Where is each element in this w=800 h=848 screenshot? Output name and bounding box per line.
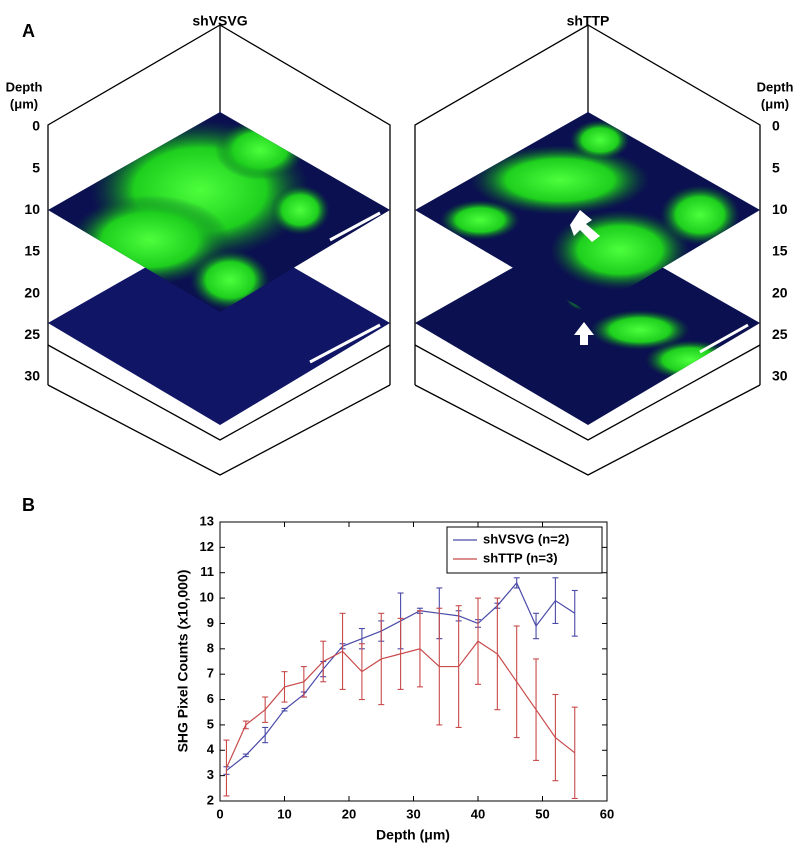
x-tick-label: 50 [535, 806, 549, 821]
error-bar [339, 612, 346, 690]
depth-tick-label: 15 [772, 243, 788, 259]
error-bar [378, 612, 385, 706]
y-tick-label: 11 [200, 564, 214, 579]
y-tick-label: 13 [200, 513, 214, 528]
error-bar [262, 726, 269, 744]
x-tick-label: 10 [277, 806, 291, 821]
y-axis-label: SHG Pixel Counts (x10,000) [175, 570, 191, 753]
y-tick-label: 7 [207, 666, 214, 681]
error-bar [262, 696, 269, 723]
error-bar [571, 589, 578, 637]
y-tick-label: 9 [207, 615, 214, 630]
error-bar [281, 671, 288, 703]
depth-label: (μm) [10, 96, 38, 111]
depth-tick-label: 0 [32, 118, 40, 134]
depth-tick-label: 30 [772, 368, 788, 384]
panel-title: shTTP [567, 13, 610, 29]
image-slice [48, 112, 390, 312]
chart: B Depth (μm) SHG Pixel Counts (x10,000) … [22, 495, 614, 843]
x-tick-label: 40 [471, 806, 485, 821]
x-axis-label: Depth (μm) [376, 827, 450, 843]
error-bar [242, 720, 249, 730]
error-bar [475, 597, 481, 685]
error-bar [571, 706, 578, 800]
error-bar [533, 658, 540, 761]
depth-tick-label: 0 [772, 118, 780, 134]
error-bar [552, 577, 559, 625]
y-tick-label: 8 [207, 640, 214, 655]
depth-label: Depth [6, 79, 43, 94]
depth-tick-label: 5 [32, 159, 40, 175]
depth-label: Depth [757, 79, 794, 94]
error-bar [416, 610, 423, 688]
error-bar [397, 617, 404, 690]
depth-tick-label: 5 [772, 159, 780, 175]
depth-tick-label: 15 [24, 243, 40, 259]
y-tick-label: 2 [207, 792, 214, 807]
legend-label: shTTP (n=3) [483, 550, 558, 565]
error-bar [494, 597, 501, 711]
error-bar [513, 625, 520, 739]
depth-axis: 0 0 5 5 10 10 15 15 20 20 25 25 30 30 [24, 118, 787, 384]
depth-tick-label: 20 [24, 284, 40, 300]
depth-tick-label: 25 [24, 326, 40, 342]
depth-tick-label: 30 [24, 368, 40, 384]
panel-title: shVSVG [192, 13, 247, 29]
depth-tick-label: 10 [772, 201, 788, 217]
error-bar [320, 640, 327, 683]
error-bar [455, 605, 462, 728]
y-tick-label: 10 [200, 590, 214, 605]
legend: shVSVG (n=2) shTTP (n=3) [446, 526, 603, 574]
y-tick-label: 12 [200, 539, 214, 554]
image-slice [415, 112, 760, 312]
error-bar [300, 666, 307, 698]
error-bar [436, 607, 443, 726]
depth-tick-label: 20 [772, 284, 788, 300]
panel-label: B [22, 495, 35, 515]
depth-tick-label: 10 [24, 201, 40, 217]
y-tick-label: 4 [207, 742, 215, 757]
error-bar [223, 739, 230, 797]
y-tick-label: 3 [207, 767, 214, 782]
depth-label: (μm) [761, 96, 789, 111]
x-tick-label: 20 [342, 806, 356, 821]
x-tick-label: 0 [216, 806, 223, 821]
error-bar [358, 643, 365, 701]
error-bar [552, 693, 559, 782]
x-tick-label: 60 [600, 806, 614, 821]
legend-label: shVSVG (n=2) [483, 531, 569, 546]
error-bar [242, 753, 249, 758]
cube-left [47, 24, 391, 476]
legend-box [446, 526, 603, 574]
error-bar [281, 707, 288, 712]
y-tick-label: 6 [207, 691, 214, 706]
x-tick-label: 30 [406, 806, 420, 821]
error-bar [513, 577, 520, 589]
error-bar [533, 612, 540, 640]
y-tick-label: 5 [207, 716, 214, 731]
panel-label: A [22, 21, 35, 41]
cube-right [414, 24, 761, 476]
depth-tick-label: 25 [772, 326, 788, 342]
